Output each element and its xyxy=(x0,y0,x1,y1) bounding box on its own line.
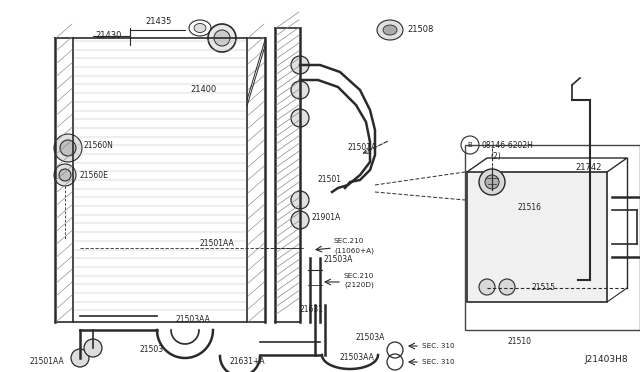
Text: B: B xyxy=(468,142,472,148)
Ellipse shape xyxy=(194,23,206,32)
Text: 21560N: 21560N xyxy=(83,141,113,150)
Text: 21516: 21516 xyxy=(517,202,541,212)
Circle shape xyxy=(60,140,76,156)
Circle shape xyxy=(291,81,309,99)
Circle shape xyxy=(54,164,76,186)
Circle shape xyxy=(291,211,309,229)
Circle shape xyxy=(59,169,71,181)
Circle shape xyxy=(214,30,230,46)
Text: 21503AA: 21503AA xyxy=(340,353,375,362)
Text: 21400: 21400 xyxy=(190,86,216,94)
Circle shape xyxy=(499,279,515,295)
Circle shape xyxy=(479,169,505,195)
Text: 21503: 21503 xyxy=(140,346,164,355)
Circle shape xyxy=(291,56,309,74)
Circle shape xyxy=(291,191,309,209)
Circle shape xyxy=(84,339,102,357)
Text: 21501A: 21501A xyxy=(348,144,377,153)
Text: 21510: 21510 xyxy=(507,337,531,346)
Text: 21742: 21742 xyxy=(575,164,602,173)
Text: 21515: 21515 xyxy=(532,282,556,292)
Text: 21501AA: 21501AA xyxy=(30,357,65,366)
Text: 21631: 21631 xyxy=(300,305,324,314)
Circle shape xyxy=(71,349,89,367)
Circle shape xyxy=(479,279,495,295)
Bar xyxy=(467,172,607,302)
Text: 21501: 21501 xyxy=(317,176,341,185)
Text: SEC. 310: SEC. 310 xyxy=(422,343,454,349)
Text: SEC.210: SEC.210 xyxy=(334,238,364,244)
Text: 21503AA: 21503AA xyxy=(175,315,210,324)
Circle shape xyxy=(208,24,236,52)
Text: (2): (2) xyxy=(490,153,500,161)
Text: SEC.210: SEC.210 xyxy=(344,273,374,279)
Text: 21508: 21508 xyxy=(407,26,433,35)
Text: 21560E: 21560E xyxy=(79,170,108,180)
Circle shape xyxy=(54,134,82,162)
Text: 21435: 21435 xyxy=(145,17,172,26)
Circle shape xyxy=(485,175,499,189)
Text: SEC. 310: SEC. 310 xyxy=(422,359,454,365)
Text: 21631+A: 21631+A xyxy=(230,357,266,366)
Ellipse shape xyxy=(383,25,397,35)
Circle shape xyxy=(291,109,309,127)
Text: 08146-6202H: 08146-6202H xyxy=(482,141,534,150)
Text: (2120D): (2120D) xyxy=(344,282,374,289)
Text: 21901A: 21901A xyxy=(312,214,341,222)
Text: 21503A: 21503A xyxy=(355,334,385,343)
Ellipse shape xyxy=(377,20,403,40)
Text: J21403H8: J21403H8 xyxy=(584,355,628,364)
Text: 21430: 21430 xyxy=(95,32,122,41)
Text: 21501AA: 21501AA xyxy=(200,238,235,247)
Bar xyxy=(465,145,640,330)
Text: 21503A: 21503A xyxy=(324,256,353,264)
Text: (11060+A): (11060+A) xyxy=(334,247,374,253)
